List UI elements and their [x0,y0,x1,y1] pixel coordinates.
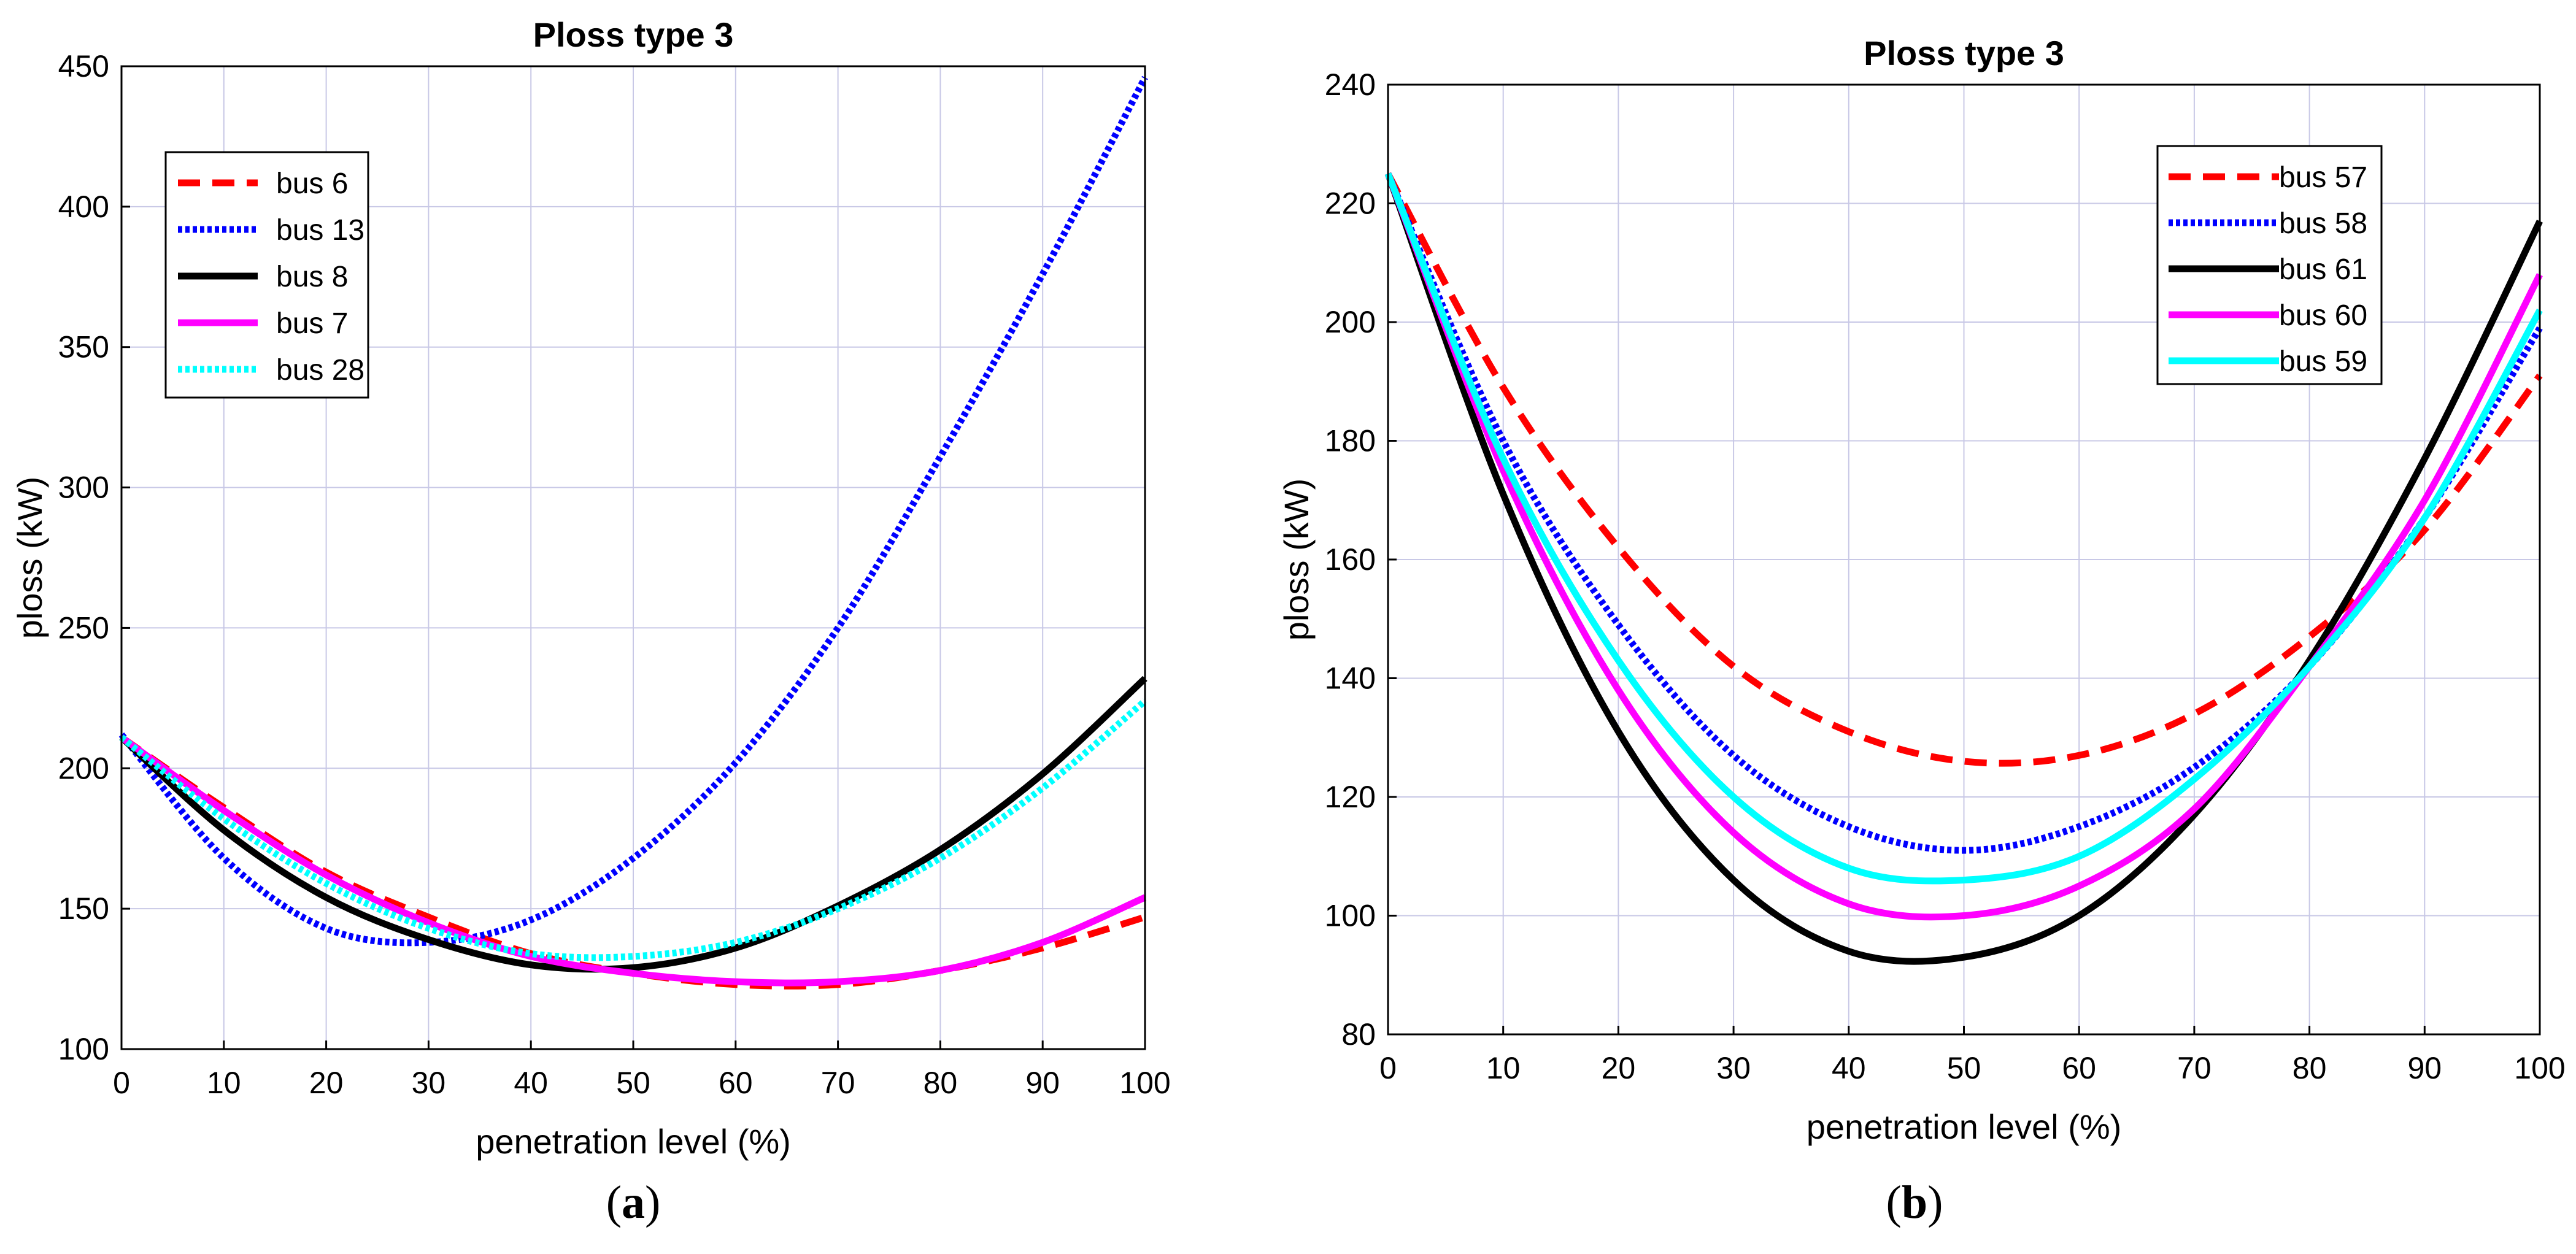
y-tick-label: 200 [58,751,109,785]
x-tick-label: 20 [309,1066,344,1100]
x-tick-label: 30 [412,1066,446,1100]
x-tick-label: 20 [1602,1051,1636,1085]
x-tick-label: 60 [2062,1051,2096,1085]
series-line-bus-13 [118,75,1148,947]
legend: bus 57 bus 58 bus 61 bus 60 bus 59 [2156,145,2383,385]
panel-label: (a) [606,1177,661,1228]
y-tick-label: 240 [1325,67,1376,102]
y-tick-label: 180 [1325,424,1376,458]
series-line-bus-61 [1384,172,2543,965]
plot-frame [120,65,1146,1050]
y-tick-label: 250 [58,610,109,645]
x-tick-label: 10 [1486,1051,1521,1085]
series-line-bus-59 [1384,172,2543,885]
panel-label-close: ) [1927,1177,1943,1228]
chart-panel-a: 0 10 20 30 40 50 60 70 80 90 100 100 150 200 250 300 350… [10,15,1171,1228]
chart-title: Ploss type 3 [533,15,734,54]
chart-panel-b: 0 10 20 30 40 50 60 70 80 90 100 80 100 120 140 160 180 2… [1277,34,2566,1228]
panel-label-letter: b [1902,1177,1927,1228]
legend-label: bus 13 [276,214,364,247]
x-axis-label: penetration level (%) [1807,1107,2122,1146]
y-tick-label: 100 [1325,899,1376,933]
x-tick-label: 60 [719,1066,753,1100]
series-line-bus-7 [119,734,1147,987]
x-tick-label: 30 [1716,1051,1751,1085]
panel-label-open: ( [606,1177,622,1228]
legend-label: bus 59 [2279,345,2367,378]
legend-label: bus 61 [2279,253,2367,286]
y-tick-label: 100 [58,1032,109,1066]
x-tick-label: 100 [2514,1051,2565,1085]
x-tick-label: 0 [1379,1051,1397,1085]
y-tick-label: 80 [1341,1017,1376,1052]
y-tick-label: 400 [58,190,109,224]
x-tick-label: 70 [2177,1051,2212,1085]
legend: bus 6 bus 13 bus 8 bus 7 bus 28 [164,151,369,399]
series-line-bus-60 [1384,172,2543,921]
panel-label-open: ( [1886,1177,1902,1228]
y-tick-label: 350 [58,330,109,364]
grid [1388,85,2540,1034]
y-tick-label: 300 [58,471,109,505]
x-axis-label: penetration level (%) [476,1122,791,1161]
x-tick-label: 40 [514,1066,548,1100]
y-tick-label: 450 [58,49,109,83]
series-line-bus-28 [119,698,1147,961]
x-tick-label: 50 [1947,1051,1981,1085]
legend-label: bus 7 [276,307,348,340]
legend-label: bus 57 [2279,161,2367,194]
x-tick-label: 100 [1119,1066,1170,1100]
y-tick-label: 120 [1325,780,1376,814]
series-lines [1384,172,2543,965]
panel-label-letter: a [622,1177,645,1228]
plot-frame [1387,83,2541,1036]
chart-title: Ploss type 3 [1864,34,2064,72]
x-tick-label: 10 [207,1066,241,1100]
y-tick-label: 200 [1325,305,1376,339]
x-tick-label: 40 [1832,1051,1866,1085]
y-tick-label: 160 [1325,542,1376,577]
legend-label: bus 6 [276,167,348,200]
legend-box [2156,145,2383,385]
x-tick-label: 0 [113,1066,130,1100]
legend-label: bus 8 [276,261,348,293]
y-tick-label: 150 [58,891,109,926]
y-axis-label: ploss (kW) [10,477,49,639]
series-line-bus-8 [119,675,1147,973]
panel-label: (b) [1886,1177,1943,1228]
y-tick-label: 220 [1325,187,1376,221]
x-tick-label: 80 [924,1066,958,1100]
legend-label: bus 58 [2279,207,2367,240]
grid [121,66,1145,1049]
panel-label-close: ) [645,1177,660,1228]
x-tick-label: 90 [1025,1066,1060,1100]
x-tick-label: 50 [616,1066,650,1100]
series-lines [118,75,1148,990]
y-axis-label: ploss (kW) [1277,479,1316,640]
legend-label: bus 60 [2279,299,2367,332]
legend-label: bus 28 [276,354,364,387]
x-tick-label: 90 [2407,1051,2442,1085]
x-tick-label: 70 [821,1066,855,1100]
y-tick-label: 140 [1325,661,1376,696]
x-tick-label: 80 [2293,1051,2327,1085]
